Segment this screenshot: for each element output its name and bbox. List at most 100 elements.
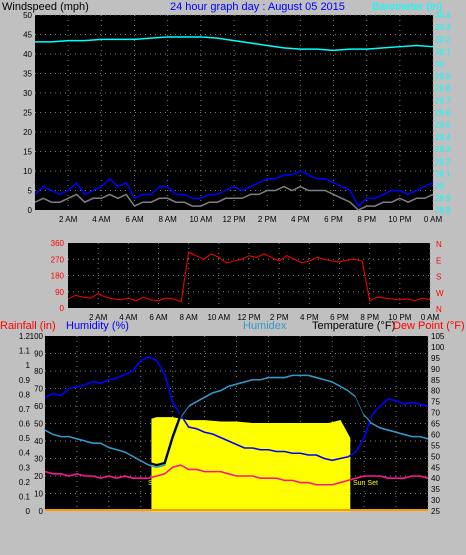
y2-tick-label: 29.3 xyxy=(435,145,451,154)
humidity-tick-label: 80 xyxy=(34,367,43,376)
series-line xyxy=(34,170,434,208)
temperature-tick-label: 25 xyxy=(431,507,440,516)
humidity-tick-label: 70 xyxy=(34,385,43,394)
x-tick-label: 0 AM xyxy=(421,313,440,322)
compass-label: S xyxy=(436,273,441,282)
x-tick-label: 8 PM xyxy=(360,313,379,322)
y-tick-label: 5 xyxy=(28,187,33,196)
compass-label: N xyxy=(436,240,442,249)
solar-area xyxy=(151,417,351,512)
humidity-tick-label: 20 xyxy=(34,472,43,481)
temperature-tick-label: 80 xyxy=(431,387,440,396)
sunset-label: Sun Set xyxy=(353,480,378,487)
x-tick-label: 8 AM xyxy=(180,313,199,322)
y-tick-label: 45 xyxy=(23,31,32,40)
dewpoint-label: Dew Point (°F) xyxy=(393,320,465,332)
temperature-label: Temperature (°F) xyxy=(312,320,395,332)
windspeed-label: Windspeed (mph) xyxy=(2,1,89,13)
temperature-tick-label: 100 xyxy=(431,343,445,352)
wind-x-ticks: 2 AM 4 AM 6 AM 8 AM 10 AM 12 PM 2 PM 4 PM 6 PM 8 … xyxy=(59,215,442,224)
y2-tick-label: 29.2 xyxy=(435,157,451,166)
temperature-tick-label: 105 xyxy=(431,332,445,341)
compass-label: E xyxy=(436,256,441,265)
y-tick-label: 360 xyxy=(51,239,65,248)
x-tick-label: 4 AM xyxy=(119,313,138,322)
rainfall-tick-label: 0.1 xyxy=(19,492,31,501)
y2-tick-label: 29.4 xyxy=(435,133,451,142)
x-tick-label: 2 AM xyxy=(89,313,108,322)
series-line xyxy=(34,185,434,211)
temperature-tick-label: 35 xyxy=(431,485,440,494)
y2-tick-label: 29 xyxy=(435,182,444,191)
y2-tick-label: 29.1 xyxy=(435,169,451,178)
compass-label: N xyxy=(436,305,442,314)
rainfall-tick-label: 0.8 xyxy=(19,390,31,399)
barometer-y-ticks: 28.8 28.9 29 29.1 29.2 29.3 29.4 29.5 29.6 29.7 29… xyxy=(435,11,451,215)
temperature-tick-label: 75 xyxy=(431,398,440,407)
y2-tick-label: 29.5 xyxy=(435,121,451,130)
x-tick-label: 6 PM xyxy=(330,313,349,322)
humidity-tick-label: 50 xyxy=(34,420,43,429)
rainfall-tick-label: 1 xyxy=(26,361,31,370)
rainfall-tick-label: 0.3 xyxy=(19,463,31,472)
wind-series xyxy=(34,36,434,211)
x-tick-label: 4 PM xyxy=(291,215,310,224)
direction-y-ticks: 0 90 180 270 360 xyxy=(51,239,65,313)
wind-y-ticks: 0 5 10 15 20 25 30 35 40 45 50 xyxy=(23,11,32,215)
x-tick-label: 12 PM xyxy=(237,313,260,322)
humidity-label: Humidity (%) xyxy=(66,320,129,332)
x-tick-label: 8 AM xyxy=(159,215,178,224)
x-tick-label: 12 PM xyxy=(222,215,245,224)
y2-tick-label: 28.9 xyxy=(435,194,451,203)
y-tick-label: 0 xyxy=(28,206,33,215)
humidity-y-ticks: 0 10 20 30 40 50 60 70 80 90 100 xyxy=(30,332,44,516)
y2-tick-label: 30.2 xyxy=(435,35,451,44)
x-tick-label: 2 PM xyxy=(258,215,277,224)
series-line xyxy=(44,464,429,486)
y-tick-label: 20 xyxy=(23,128,32,137)
temperature-tick-label: 50 xyxy=(431,452,440,461)
direction-x-ticks: 2 AM 4 AM 6 AM 8 AM 10 AM 12 PM 2 PM 4 PM 6 PM 8 … xyxy=(89,313,439,322)
y-tick-label: 50 xyxy=(23,11,32,20)
temperature-tick-label: 60 xyxy=(431,430,440,439)
y-tick-label: 40 xyxy=(23,50,32,59)
rainfall-tick-label: 0.2 xyxy=(19,478,31,487)
humidity-tick-label: 60 xyxy=(34,402,43,411)
rainfall-tick-label: 0.7 xyxy=(19,405,31,414)
y-tick-label: 35 xyxy=(23,70,32,79)
y-tick-label: 10 xyxy=(23,167,32,176)
direction-series xyxy=(67,251,431,303)
y2-tick-label: 29.6 xyxy=(435,109,451,118)
x-tick-label: 2 AM xyxy=(59,215,78,224)
chart-title: 24 hour graph day : August 05 2015 xyxy=(170,1,345,13)
x-tick-label: 8 PM xyxy=(357,215,376,224)
y-tick-label: 270 xyxy=(51,255,65,264)
rainfall-tick-label: 0.5 xyxy=(19,434,31,443)
temperature-tick-label: 40 xyxy=(431,474,440,483)
humidex-label: Humidex xyxy=(243,320,287,332)
x-tick-label: 0 AM xyxy=(424,215,443,224)
x-tick-label: 10 PM xyxy=(388,313,411,322)
y-tick-label: 180 xyxy=(51,272,65,281)
humidity-tick-label: 100 xyxy=(30,332,44,341)
rainfall-tick-label: 1.1 xyxy=(19,347,31,356)
temperature-tick-label: 85 xyxy=(431,376,440,385)
x-tick-label: 6 PM xyxy=(324,215,343,224)
direction-line xyxy=(67,251,431,303)
wind-plot-area xyxy=(35,15,433,210)
x-tick-label: 6 AM xyxy=(125,215,144,224)
y2-tick-label: 29.8 xyxy=(435,84,451,93)
series-line xyxy=(44,356,429,462)
x-tick-label: 6 AM xyxy=(149,313,168,322)
temperature-tick-label: 65 xyxy=(431,420,440,429)
temperature-tick-label: 90 xyxy=(431,365,440,374)
thermo-series xyxy=(44,356,429,512)
x-tick-label: 4 AM xyxy=(92,215,111,224)
y-tick-label: 15 xyxy=(23,148,32,157)
rainfall-tick-label: 0 xyxy=(26,507,31,516)
y2-tick-label: 28.8 xyxy=(435,206,451,215)
y2-tick-label: 29.7 xyxy=(435,96,451,105)
humidity-tick-label: 90 xyxy=(34,350,43,359)
temperature-tick-label: 95 xyxy=(431,354,440,363)
